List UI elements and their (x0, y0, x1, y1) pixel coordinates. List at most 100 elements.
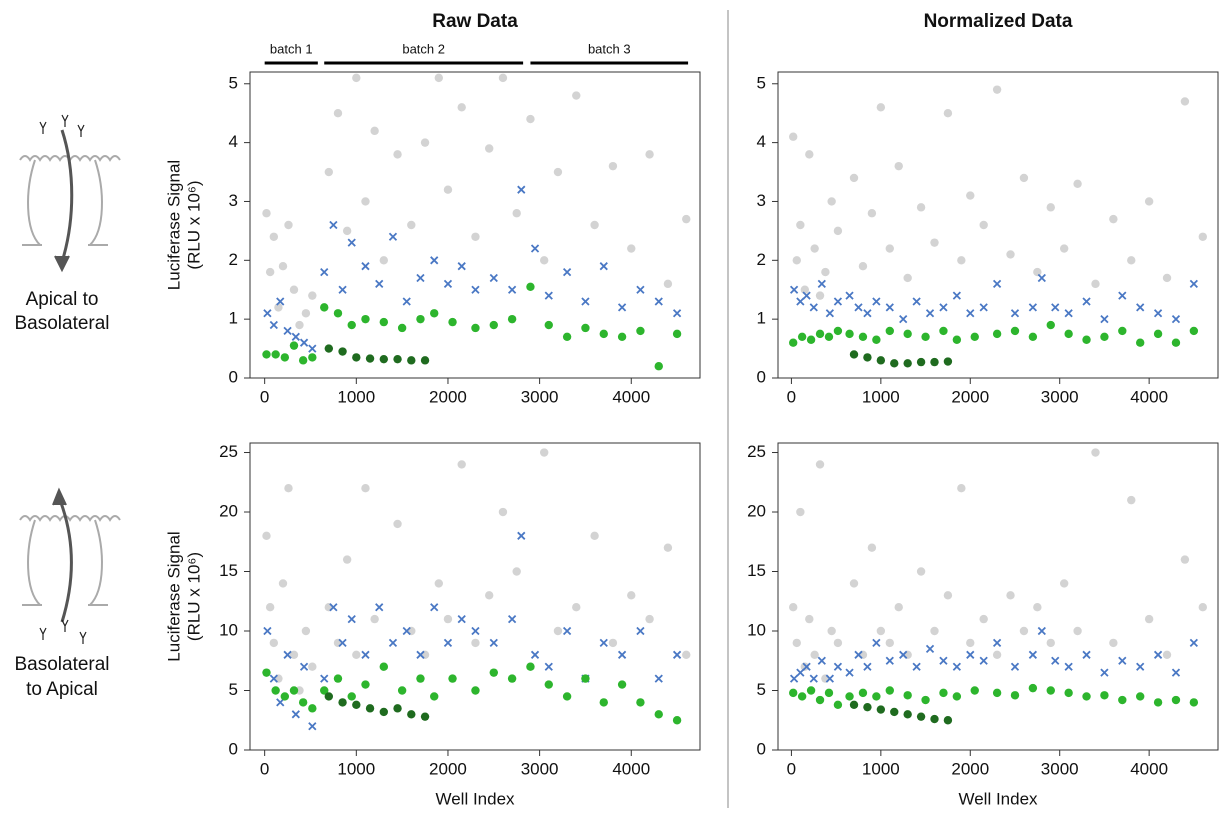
point-x (1037, 626, 1046, 636)
point (636, 326, 645, 336)
y-tick-label: 3 (757, 191, 766, 210)
point (867, 543, 877, 552)
point (1010, 326, 1020, 336)
point (903, 359, 912, 368)
point-x (1010, 662, 1020, 671)
point-x (1082, 297, 1091, 306)
y-tick-label: 4 (229, 132, 238, 151)
point (280, 353, 290, 362)
point (320, 686, 329, 695)
point (863, 702, 872, 712)
point (627, 244, 636, 253)
point (805, 614, 814, 624)
point-x (825, 309, 835, 318)
point (815, 460, 825, 469)
point (789, 132, 798, 141)
point (308, 704, 317, 713)
point (1100, 332, 1109, 342)
point-x (899, 650, 908, 659)
point (539, 448, 549, 457)
point (539, 256, 549, 265)
point (1180, 97, 1190, 106)
point (872, 692, 881, 701)
point (1162, 273, 1172, 283)
point (278, 579, 288, 588)
point-x (1136, 662, 1145, 671)
point (645, 614, 654, 624)
point-x (1171, 668, 1181, 677)
y-tick-label: 5 (757, 680, 766, 699)
point (608, 638, 618, 648)
row-label: Apical to (26, 289, 99, 310)
point-x (562, 267, 572, 277)
point (1006, 250, 1015, 259)
point-x (338, 285, 347, 294)
point (498, 507, 508, 517)
point (617, 332, 627, 342)
x-axis-label: Well Index (958, 789, 1038, 808)
point (365, 354, 375, 363)
point (553, 167, 563, 177)
point (599, 698, 608, 707)
point-x (617, 303, 627, 312)
point (361, 197, 370, 206)
plot-frame (777, 71, 1219, 379)
x-tick-label: 2000 (429, 759, 467, 778)
point (966, 638, 975, 648)
point (1118, 326, 1127, 336)
point-x (489, 638, 498, 648)
point-x (276, 297, 285, 306)
point-x (530, 650, 540, 659)
point (876, 705, 886, 714)
point (890, 359, 899, 368)
point (970, 332, 979, 342)
point-x (1118, 656, 1127, 665)
point (301, 626, 311, 636)
point (957, 484, 966, 493)
point-x (802, 291, 811, 300)
point (581, 674, 590, 683)
point (1109, 214, 1118, 224)
point (1006, 591, 1015, 600)
point (265, 267, 275, 277)
point (608, 161, 618, 171)
point (289, 686, 299, 695)
point (1046, 686, 1055, 695)
point (295, 320, 304, 330)
point (526, 662, 535, 671)
point (379, 317, 389, 327)
point (1010, 691, 1020, 700)
point (617, 680, 627, 689)
point-x (430, 603, 439, 612)
point-x (952, 662, 961, 671)
point (352, 73, 361, 83)
point-x (1153, 309, 1163, 318)
point-x (912, 297, 921, 306)
point (553, 626, 563, 636)
point (590, 531, 599, 541)
point (672, 716, 682, 725)
point (324, 344, 334, 353)
x-axis-label: Well Index (435, 789, 515, 808)
point (544, 320, 553, 330)
point-x (1189, 279, 1198, 288)
point-x (416, 273, 425, 283)
point-x (299, 338, 309, 347)
point (654, 710, 663, 719)
y-tick-label: 5 (229, 73, 238, 92)
point-x (939, 656, 948, 665)
point (289, 650, 299, 660)
x-tick-label: 3000 (1041, 387, 1079, 406)
point (1028, 683, 1038, 693)
point-x (825, 674, 835, 683)
point (265, 603, 275, 612)
point-x (833, 662, 843, 671)
point (894, 603, 903, 612)
point (262, 209, 271, 218)
point (471, 232, 480, 241)
batch-label: batch 1 (270, 41, 313, 56)
point-x (517, 531, 526, 540)
point (393, 704, 402, 713)
point-x (388, 232, 398, 241)
point (845, 692, 854, 701)
